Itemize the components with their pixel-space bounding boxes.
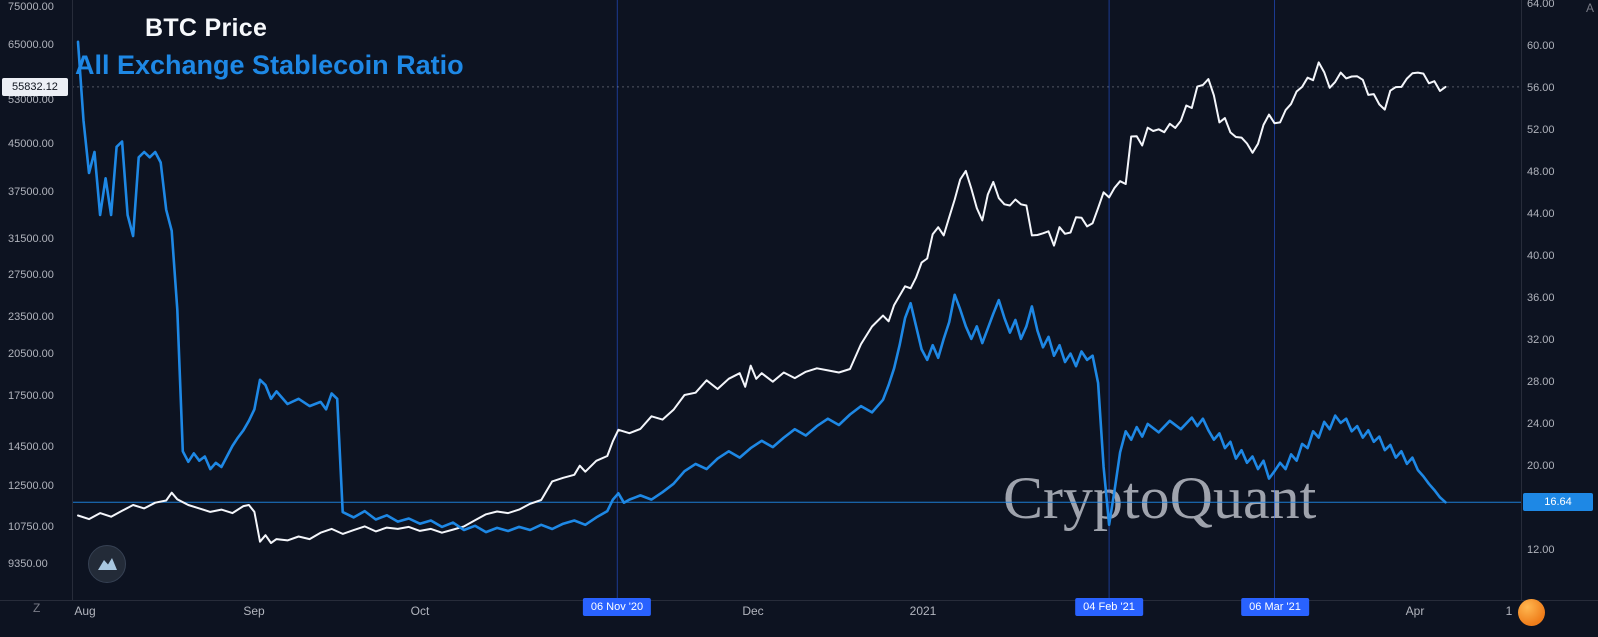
- left-axis-tick: 75000.00: [8, 1, 54, 13]
- time-axis-month-label: Apr: [1405, 604, 1425, 618]
- left-axis-tick: 20500.00: [8, 348, 54, 360]
- legend-btc-price[interactable]: BTC Price: [145, 14, 268, 42]
- right-axis-tick: 36.00: [1527, 292, 1555, 304]
- right-axis-tick: 64.00: [1527, 0, 1555, 10]
- series-line-btc[interactable]: [77, 61, 1447, 544]
- cryptoquant-logo-button[interactable]: [88, 545, 126, 583]
- corner-label-z: Z: [33, 601, 41, 615]
- left-axis-tick: 17500.00: [8, 390, 54, 402]
- left-axis-tick: 12500.00: [8, 480, 54, 492]
- right-axis-tick: 56.00: [1527, 82, 1555, 94]
- left-axis-tick: 53000.00: [8, 94, 54, 106]
- left-axis-tick: 27500.00: [8, 269, 54, 281]
- right-axis-tick: 48.00: [1527, 166, 1555, 178]
- series-line-ratio[interactable]: [76, 40, 1447, 534]
- time-axis-month-label: Oct: [410, 604, 430, 618]
- right-axis-tick: 40.00: [1527, 250, 1555, 262]
- right-axis-tick: 20.00: [1527, 460, 1555, 472]
- time-axis-month-label: 2021: [909, 604, 937, 618]
- right-axis-tick: 32.00: [1527, 334, 1555, 346]
- left-axis-tick: 45000.00: [8, 138, 54, 150]
- date-marker-label[interactable]: 06 Mar '21: [1241, 598, 1309, 616]
- time-axis-month-label: Dec: [742, 604, 764, 618]
- corner-label-a: A: [1586, 1, 1595, 15]
- left-axis-tick: 23500.00: [8, 311, 54, 323]
- date-marker-label[interactable]: 06 Nov '20: [582, 598, 652, 616]
- wave-icon: [97, 558, 117, 570]
- left-axis-tick: 14500.00: [8, 441, 54, 453]
- orange-logo-icon: [1518, 599, 1545, 626]
- left-axis-tick: 65000.00: [8, 39, 54, 51]
- right-axis-tick: 60.00: [1527, 40, 1555, 52]
- left-axis-tick: 10750.00: [8, 521, 54, 533]
- right-axis-tick: 24.00: [1527, 418, 1555, 430]
- right-axis-tick: 52.00: [1527, 124, 1555, 136]
- right-axis-tick: 12.00: [1527, 544, 1555, 556]
- chart-legend: BTC Price All Exchange Stablecoin Ratio: [75, 14, 464, 81]
- left-axis-tick: 9350.00: [8, 558, 48, 570]
- ratio-last-value-tag: 16.64: [1523, 493, 1593, 511]
- right-axis-tick: 44.00: [1527, 208, 1555, 220]
- time-axis-month-label: Sep: [243, 604, 265, 618]
- left-axis-tick: 31500.00: [8, 233, 54, 245]
- time-axis-month-label: 1: [1505, 604, 1513, 618]
- cryptoquant-watermark: CryptoQuant: [1003, 465, 1317, 531]
- date-marker-label[interactable]: 04 Feb '21: [1075, 598, 1143, 616]
- left-axis-tick: 37500.00: [8, 186, 54, 198]
- legend-stablecoin-ratio[interactable]: All Exchange Stablecoin Ratio: [75, 50, 464, 80]
- btc-last-price-tag: 55832.12: [2, 78, 68, 96]
- right-axis-tick: 28.00: [1527, 376, 1555, 388]
- time-axis-month-label: Aug: [74, 604, 96, 618]
